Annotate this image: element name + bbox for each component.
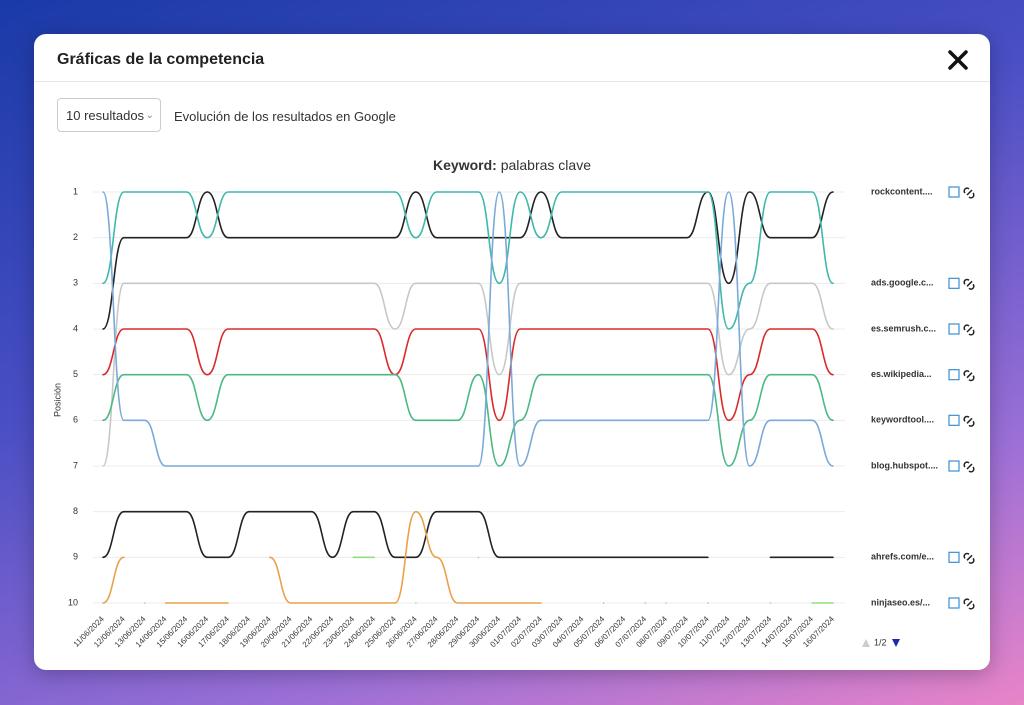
external-link-icon[interactable]: [948, 186, 960, 198]
external-link-icon[interactable]: [948, 414, 960, 426]
y-tick-label: 6: [73, 415, 78, 425]
results-select[interactable]: 10 resultados ⌄: [57, 98, 161, 132]
close-button[interactable]: [946, 48, 970, 72]
external-link-icon[interactable]: [948, 277, 960, 289]
legend-label: rockcontent....: [871, 186, 933, 196]
link-icon[interactable]: [963, 598, 975, 610]
y-tick-label: 10: [68, 597, 78, 607]
legend-icons: [948, 323, 975, 336]
y-tick-label: 3: [73, 278, 78, 288]
series-line: [102, 373, 834, 467]
legend-label: es.wikipedia...: [871, 369, 932, 379]
external-link-icon[interactable]: [948, 460, 960, 472]
legend-label: es.semrush.c...: [871, 323, 936, 333]
legend-label: ads.google.c...: [871, 278, 934, 288]
legend-icons: [948, 277, 975, 290]
link-icon[interactable]: [963, 415, 975, 427]
title-keyword: palabras clave: [501, 157, 591, 173]
chart-title: Keyword: palabras clave: [433, 157, 591, 173]
series-line: [102, 282, 834, 467]
link-icon[interactable]: [963, 552, 975, 564]
legend-label: ninjaseo.es/...: [871, 597, 930, 607]
legend-label: keywordtool....: [871, 415, 934, 425]
legend-icons: [948, 186, 975, 199]
y-tick-label: 4: [73, 323, 78, 333]
external-link-icon[interactable]: [948, 597, 960, 609]
series-line: [102, 556, 125, 604]
legend-label: blog.hubspot....: [871, 460, 938, 470]
legend-icons: [948, 597, 975, 610]
series-line: [102, 191, 834, 330]
select-arrow: ⌄: [145, 110, 154, 121]
y-tick-label: 8: [73, 506, 78, 516]
series-line: [102, 191, 834, 330]
series-line: [102, 510, 709, 559]
y-tick-label: 2: [73, 232, 78, 242]
legend-icons: [948, 414, 975, 427]
external-link-icon[interactable]: [948, 323, 960, 335]
external-link-icon[interactable]: [948, 369, 960, 381]
y-tick-label: 9: [73, 552, 78, 562]
series-line: [102, 191, 834, 467]
page-prev[interactable]: [862, 639, 870, 647]
y-tick-label: 7: [73, 460, 78, 470]
modal-title: Gráficas de la competencia: [57, 51, 265, 68]
page-next[interactable]: [892, 639, 900, 647]
external-link-icon[interactable]: [948, 551, 960, 563]
description: Evolución de los resultados en Google: [174, 109, 396, 124]
y-tick-label: 1: [73, 186, 78, 196]
modal: Gráficas de la competencia 10 resultados…: [34, 34, 990, 670]
divider: [34, 81, 990, 82]
legend-icons: [948, 460, 975, 473]
pagination: 1/2: [874, 637, 887, 647]
link-icon[interactable]: [963, 461, 975, 473]
link-icon[interactable]: [963, 187, 975, 199]
link-icon[interactable]: [963, 324, 975, 336]
series-line: [269, 510, 542, 604]
select-value: 10 resultados: [66, 108, 145, 123]
y-axis-label: Posición: [52, 383, 62, 417]
legend-icons: [948, 369, 975, 382]
title-label: Keyword:: [433, 157, 497, 173]
legend-label: ahrefs.com/e...: [871, 552, 934, 562]
link-icon[interactable]: [963, 278, 975, 290]
link-icon[interactable]: [963, 370, 975, 382]
y-tick-label: 5: [73, 369, 78, 379]
legend-icons: [948, 551, 975, 564]
